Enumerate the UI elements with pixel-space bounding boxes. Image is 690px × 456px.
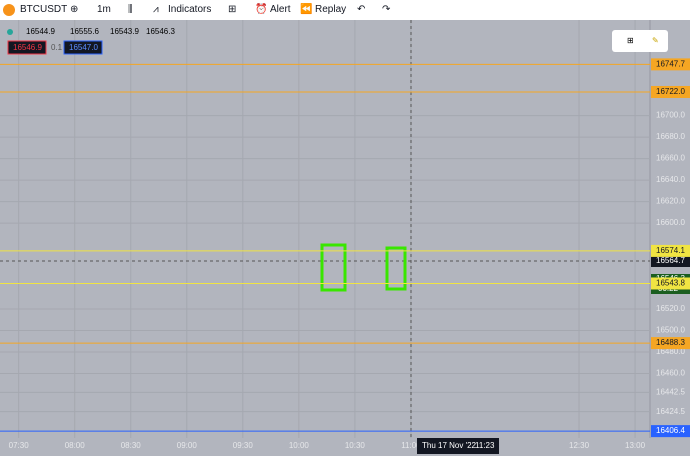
- legend: 16544.9 16555.6 16543.9 16546.3 16546.9 …: [7, 27, 175, 55]
- draw-tool[interactable]: ⊞: [627, 36, 634, 45]
- x-tick-label: 08:30: [121, 441, 142, 450]
- interval[interactable]: 1m: [97, 4, 111, 15]
- x-tick-label: 09:00: [177, 441, 198, 450]
- sell-box[interactable]: [7, 40, 47, 55]
- redo[interactable]: ↷: [382, 4, 391, 15]
- x-tick-label: 12:30: [569, 441, 590, 450]
- draw-pen[interactable]: ✎: [652, 36, 659, 45]
- plot-bg: [0, 20, 650, 438]
- y-tick-label: 16600.0: [656, 218, 685, 227]
- add-symbol[interactable]: ⊕: [70, 4, 79, 15]
- level-label-bg: [651, 337, 690, 350]
- dot: [7, 29, 13, 35]
- indicators[interactable]: Indicators: [168, 4, 212, 15]
- y-tick-label: 16640.0: [656, 175, 685, 184]
- y-tick-label: 16700.0: [656, 111, 685, 120]
- level-label-bg: [651, 277, 690, 290]
- y-tick-label: 16424.5: [656, 407, 685, 416]
- buy-price[interactable]: 16547.0: [69, 43, 98, 52]
- buy-box[interactable]: [63, 40, 103, 55]
- replay-icon[interactable]: ⏪: [300, 4, 313, 15]
- sell-price[interactable]: 16546.9: [13, 43, 42, 52]
- y-tick-label: 16460.0: [656, 369, 685, 378]
- level-label: 16722.0: [656, 87, 685, 96]
- crosshair-time-bg: [417, 438, 499, 454]
- drawing-toolbar: ⊞ ✎: [612, 30, 668, 52]
- ohlc-open: 16544.9: [26, 27, 55, 36]
- undo[interactable]: ↶: [357, 4, 366, 15]
- level-label-bg: [651, 58, 690, 71]
- highlight-box: [385, 246, 407, 291]
- x-tick-label: 07:30: [9, 441, 30, 450]
- symbol[interactable]: BTCUSDT: [20, 4, 68, 15]
- x-tick-label: 09:30: [233, 441, 254, 450]
- alert-icon[interactable]: ⏰: [255, 4, 268, 15]
- y-tick-label: 16442.5: [656, 387, 685, 396]
- btc-icon: [3, 4, 15, 16]
- level-label-bg: [651, 244, 690, 257]
- ohlc-close: 16546.3: [146, 27, 175, 36]
- spread: 0.1: [51, 43, 63, 52]
- y-tick-label: 16520.0: [656, 304, 685, 313]
- y-tick-label: 16680.0: [656, 132, 685, 141]
- y-tick-label: 16620.0: [656, 197, 685, 206]
- y-tick-label: 16660.0: [656, 154, 685, 163]
- ohlc-high: 16555.6: [70, 27, 99, 36]
- time-axis: [0, 438, 650, 456]
- level-label: 16488.3: [656, 338, 685, 347]
- draw-tools-bg: [612, 30, 668, 52]
- layout[interactable]: ⊞: [228, 4, 237, 15]
- level-label: 16747.7: [656, 59, 685, 68]
- indicators-icon[interactable]: ⩘: [153, 4, 159, 15]
- x-tick-label: 13:00: [625, 441, 646, 450]
- level-label: 16574.1: [656, 246, 685, 255]
- x-tick-label: 10:00: [289, 441, 310, 450]
- level-label-bg: [651, 85, 690, 98]
- alert[interactable]: Alert: [270, 4, 291, 15]
- chart: 16544.9 16555.6 16543.9 16546.3 16546.9 …: [0, 20, 690, 456]
- y-tick-label: 16480.0: [656, 347, 685, 356]
- crosshair-date: Thu 17 Nov '22: [422, 441, 477, 450]
- level-label-bg: [651, 425, 690, 438]
- replay[interactable]: Replay: [315, 4, 347, 15]
- highlight-box: [320, 243, 347, 292]
- crosshair-price-bg: [651, 255, 690, 267]
- ohlc-low: 16543.9: [110, 27, 139, 36]
- level-label: 16543.8: [656, 279, 685, 288]
- crosshair-time: 11:23: [475, 441, 495, 450]
- x-tick-label: 11:00: [401, 441, 421, 450]
- chart-type[interactable]: ⫼: [128, 4, 133, 15]
- crosshair-price: 16564.7: [656, 256, 685, 265]
- level-label: 16406.4: [656, 426, 685, 435]
- x-tick-label: 08:00: [65, 441, 86, 450]
- x-tick-label: 10:30: [345, 441, 366, 450]
- toolbar: BTCUSDT ⊕ 1m ⫼ ⩘ Indicators ⊞ ⏰ Alert ⏪ …: [0, 0, 690, 21]
- y-tick-label: 16500.0: [656, 326, 685, 335]
